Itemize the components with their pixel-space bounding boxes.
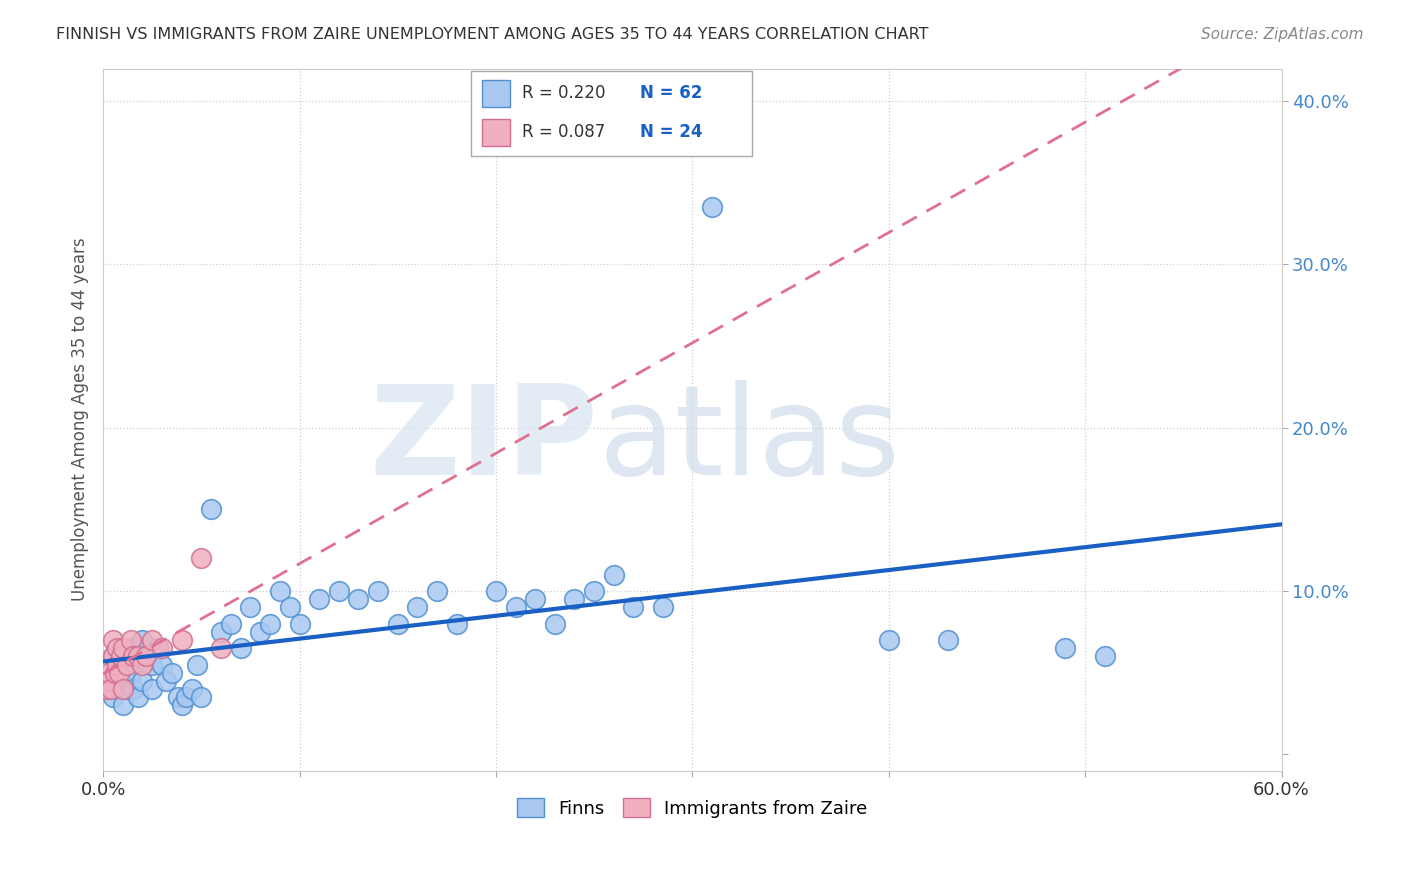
Point [131, 633, 153, 648]
Point [120, 633, 142, 648]
Y-axis label: Unemployment Among Ages 35 to 44 years: Unemployment Among Ages 35 to 44 years [72, 238, 89, 601]
Point [564, 592, 586, 607]
Point [229, 641, 252, 656]
Point [105, 665, 128, 680]
Point [111, 649, 134, 664]
Point [111, 641, 134, 656]
Point [98, 665, 121, 680]
Point [101, 649, 124, 664]
Point [101, 649, 124, 664]
Point [288, 616, 311, 631]
Point [155, 673, 177, 688]
Point [141, 633, 163, 648]
Point [623, 600, 645, 615]
Point [166, 690, 188, 705]
Text: atlas: atlas [598, 380, 900, 501]
Point [209, 624, 232, 639]
Point [110, 673, 132, 688]
Text: FINNISH VS IMMIGRANTS FROM ZAIRE UNEMPLOYMENT AMONG AGES 35 TO 44 YEARS CORRELAT: FINNISH VS IMMIGRANTS FROM ZAIRE UNEMPLO… [56, 27, 929, 42]
Point [367, 584, 389, 599]
Point [209, 641, 232, 656]
Legend: Finns, Immigrants from Zaire: Finns, Immigrants from Zaire [510, 791, 875, 825]
Point [127, 649, 149, 664]
Text: R = 0.087: R = 0.087 [522, 123, 605, 141]
Point [115, 681, 138, 696]
Bar [482, 119, 510, 146]
Point [131, 673, 153, 688]
Bar [482, 80, 510, 107]
Point [150, 657, 173, 672]
Point [583, 584, 606, 599]
Point [110, 649, 132, 664]
Point [347, 592, 370, 607]
Point [101, 690, 124, 705]
Point [308, 592, 330, 607]
Point [406, 600, 429, 615]
Point [1054, 641, 1077, 656]
Point [94, 681, 117, 696]
Point [121, 649, 143, 664]
Point [108, 665, 131, 680]
Point [100, 681, 122, 696]
Point [115, 657, 138, 672]
Point [186, 657, 208, 672]
Point [96, 673, 118, 688]
Point [111, 681, 134, 696]
Point [278, 600, 301, 615]
Text: N = 24: N = 24 [640, 123, 702, 141]
Point [121, 681, 143, 696]
Point [936, 633, 959, 648]
Point [387, 616, 409, 631]
Point [651, 600, 673, 615]
Point [108, 657, 131, 672]
Point [98, 681, 121, 696]
Point [170, 698, 193, 713]
Point [603, 567, 626, 582]
Point [259, 616, 281, 631]
Point [544, 616, 567, 631]
Point [135, 649, 157, 664]
Point [141, 681, 163, 696]
Point [131, 657, 153, 672]
FancyBboxPatch shape [471, 71, 752, 156]
Point [105, 657, 128, 672]
Point [239, 600, 262, 615]
Point [485, 584, 508, 599]
Point [190, 690, 212, 705]
Point [190, 551, 212, 566]
Point [219, 616, 242, 631]
Point [141, 657, 163, 672]
Point [446, 616, 468, 631]
Point [249, 624, 271, 639]
Text: Source: ZipAtlas.com: Source: ZipAtlas.com [1201, 27, 1364, 42]
Point [108, 681, 131, 696]
Point [101, 633, 124, 648]
Point [121, 641, 143, 656]
Text: R = 0.220: R = 0.220 [522, 85, 605, 103]
Point [105, 641, 128, 656]
Point [328, 584, 350, 599]
Point [146, 641, 169, 656]
Point [180, 681, 202, 696]
Point [160, 665, 183, 680]
Text: ZIP: ZIP [370, 380, 598, 501]
Point [174, 690, 197, 705]
Point [200, 502, 222, 516]
Point [700, 200, 723, 214]
Text: N = 62: N = 62 [640, 85, 702, 103]
Point [877, 633, 900, 648]
Point [524, 592, 547, 607]
Point [426, 584, 449, 599]
Point [505, 600, 527, 615]
Point [104, 665, 127, 680]
Point [150, 641, 173, 656]
Point [120, 665, 142, 680]
Point [127, 690, 149, 705]
Point [1094, 649, 1116, 664]
Point [111, 698, 134, 713]
Point [269, 584, 291, 599]
Point [170, 633, 193, 648]
Point [115, 657, 138, 672]
Point [135, 649, 157, 664]
